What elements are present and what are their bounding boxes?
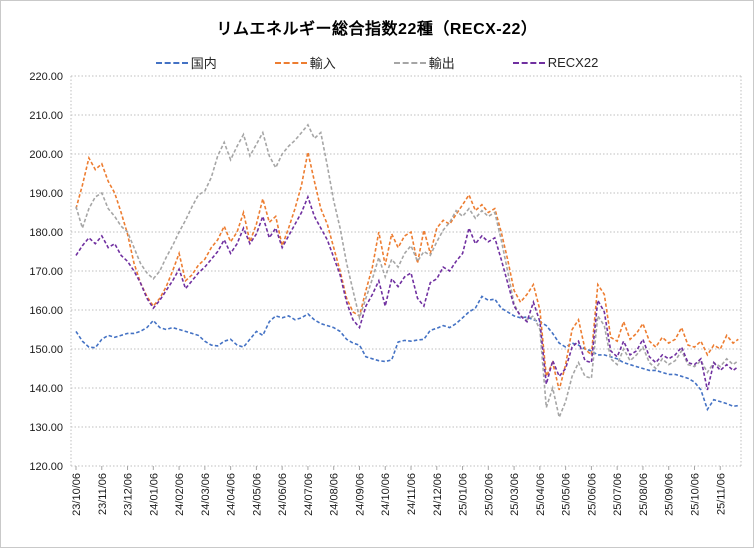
legend-label-import: 輸入	[309, 56, 336, 71]
legend-label-domestic: 国内	[190, 56, 217, 71]
x-axis-label-10: 24/08/06	[329, 473, 341, 516]
x-axis-label-17: 25/03/06	[509, 473, 521, 516]
chart-title: リムエネルギー総合指数22種（RECX-22）	[216, 21, 538, 38]
y-axis-label-190: 190.00	[29, 188, 63, 200]
x-axis-label-4: 24/02/06	[174, 473, 186, 516]
x-axis-label-15: 25/01/06	[458, 473, 470, 516]
x-axis-label-9: 24/07/06	[303, 473, 315, 516]
legend-item-import: 輸入	[274, 53, 336, 72]
legend-item-recx22: RECX22	[512, 55, 599, 70]
legend-swatch-import	[274, 61, 307, 64]
legend-swatch-domestic	[155, 61, 188, 64]
x-axis-label-0: 23/10/06	[71, 473, 83, 516]
x-axis-label-18: 25/04/06	[535, 473, 547, 516]
series-line-import	[75, 151, 739, 391]
x-axis-label-21: 25/07/06	[612, 473, 624, 516]
y-axis-label-220: 220.00	[29, 71, 63, 83]
x-axis-label-7: 24/05/06	[251, 473, 263, 516]
series-line-export	[75, 123, 739, 420]
y-axis-label-160: 160.00	[29, 305, 63, 317]
series-line-domestic	[75, 295, 739, 412]
y-axis-label-140: 140.00	[29, 383, 63, 395]
legend-item-export: 輸出	[393, 53, 455, 72]
x-axis-label-1: 23/11/06	[97, 473, 109, 515]
x-axis-label-2: 23/12/06	[123, 473, 135, 516]
x-axis-label-23: 25/09/06	[664, 473, 676, 516]
y-axis-label-150: 150.00	[29, 344, 63, 356]
x-axis-label-11: 24/09/06	[354, 473, 366, 516]
x-axis-label-25: 25/11/06	[715, 473, 727, 515]
y-axis-label-130: 130.00	[29, 422, 63, 434]
legend-swatch-export	[393, 61, 426, 64]
y-axis-label-120: 120.00	[29, 461, 63, 473]
legend-label-recx22: RECX22	[547, 55, 599, 70]
x-axis-label-14: 24/12/06	[432, 473, 444, 516]
legend-item-domestic: 国内	[155, 53, 217, 72]
x-axis-label-5: 24/03/06	[200, 473, 212, 516]
x-axis-label-16: 25/02/06	[483, 473, 495, 516]
x-axis-label-20: 25/06/06	[586, 473, 598, 516]
legend-label-export: 輸出	[428, 56, 455, 71]
x-axis-label-13: 24/11/06	[406, 473, 418, 515]
x-axis-label-3: 24/01/06	[148, 473, 160, 516]
y-axis-label-210: 210.00	[29, 110, 63, 122]
y-axis-label-200: 200.00	[29, 149, 63, 161]
x-axis-label-6: 24/04/06	[226, 473, 238, 516]
x-axis-label-19: 25/05/06	[561, 473, 573, 516]
series-line-recx22	[75, 194, 739, 391]
x-axis-label-22: 25/08/06	[638, 473, 650, 516]
x-axis-label-8: 24/06/06	[277, 473, 289, 516]
legend-swatch-recx22	[512, 61, 545, 64]
x-axis-label-12: 24/10/06	[380, 473, 392, 516]
legend: 国内 輸入 輸出 RECX22	[1, 53, 753, 72]
y-axis-label-170: 170.00	[29, 266, 63, 278]
y-axis-label-180: 180.00	[29, 227, 63, 239]
x-axis-label-24: 25/10/06	[689, 473, 701, 516]
